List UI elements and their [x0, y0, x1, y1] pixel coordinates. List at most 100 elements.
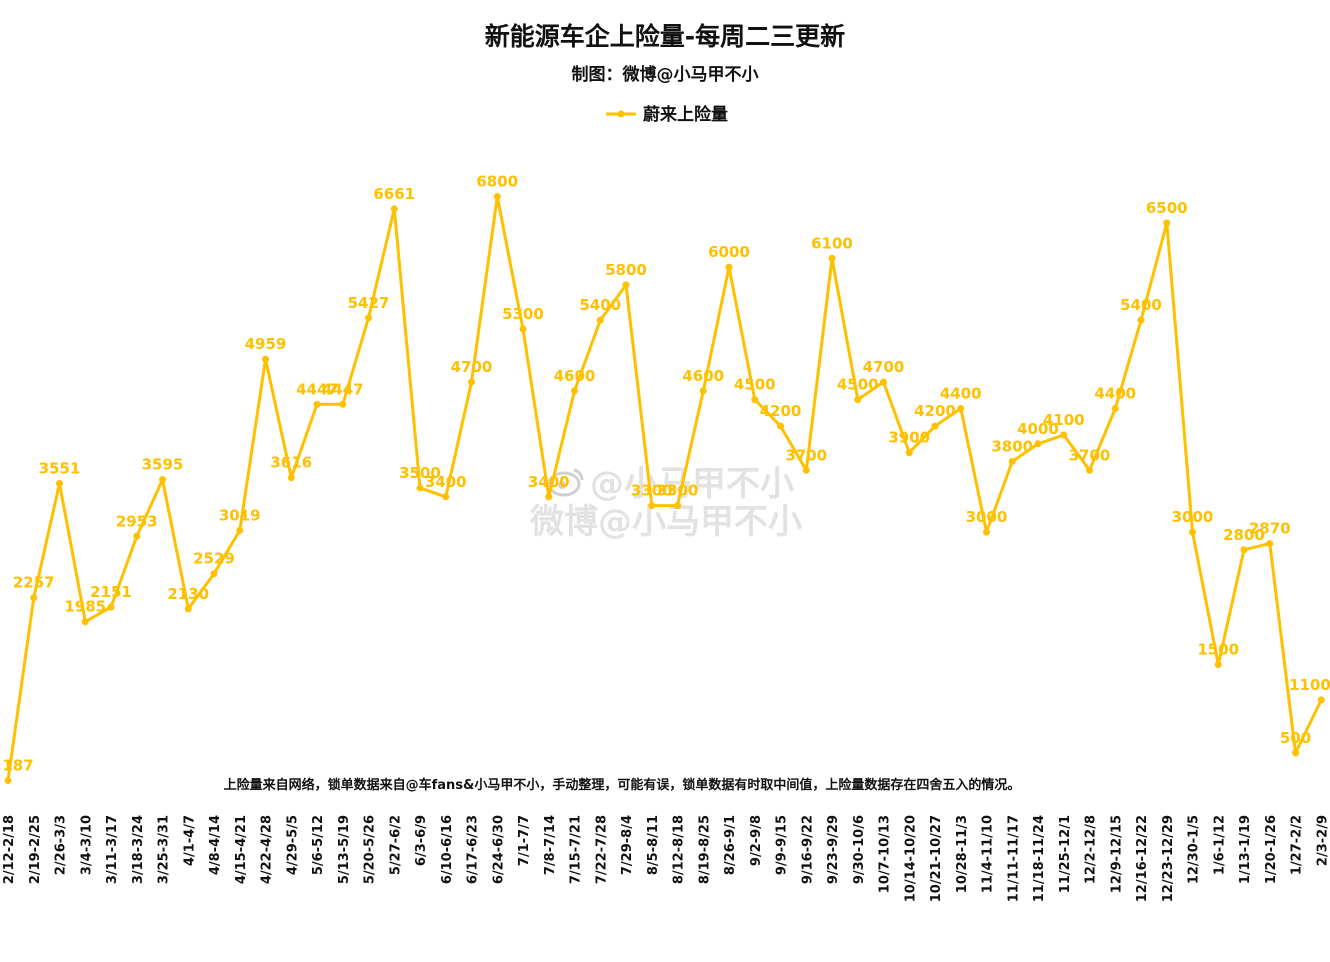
x-tick-label: 4/22-4/28 [260, 815, 275, 884]
x-tick-label: 8/19-8/25 [697, 815, 712, 884]
data-point [4, 776, 12, 784]
data-label: 6661 [373, 185, 415, 203]
x-tick-label: 11/11-11/17 [1006, 815, 1021, 902]
data-label: 4600 [554, 367, 596, 385]
data-point [1240, 546, 1248, 554]
data-label: 3700 [785, 446, 827, 464]
data-point [159, 476, 166, 484]
data-label: 4447 [322, 380, 364, 398]
data-point [30, 594, 38, 602]
data-label: 4000 [1017, 420, 1059, 438]
data-label: 3800 [991, 437, 1033, 455]
data-point [1086, 466, 1093, 474]
x-tick-label: 8/5-8/11 [646, 815, 661, 875]
data-point [1266, 540, 1274, 548]
data-point [339, 400, 347, 408]
data-point [1034, 440, 1042, 448]
watermark-text-weibo: 微博@小马甲不小 [529, 502, 802, 542]
data-label: 5427 [348, 294, 390, 312]
data-point [107, 603, 115, 611]
weibo-icon [547, 468, 584, 497]
data-label: 5300 [502, 305, 544, 323]
data-point [983, 528, 990, 536]
data-label: 4500 [734, 376, 776, 394]
x-tick-label: 2/26-3/3 [54, 815, 69, 875]
data-label: 2257 [13, 574, 55, 592]
x-tick-label: 10/28-11/3 [955, 815, 970, 893]
data-point [1060, 431, 1068, 439]
data-label: 2151 [90, 583, 132, 601]
data-label: 4400 [1094, 384, 1136, 402]
legend: 蔚来上险量 [606, 104, 728, 125]
x-tick-label: 5/6-5/12 [311, 815, 326, 875]
x-tick-label: 12/23-12/29 [1161, 815, 1176, 902]
data-point [493, 193, 501, 201]
data-label: 5400 [579, 296, 621, 314]
data-label: 2800 [1223, 526, 1265, 544]
data-label: 3700 [1069, 446, 1111, 464]
data-point [571, 387, 578, 395]
data-point [390, 205, 398, 213]
x-tick-label: 8/12-8/18 [672, 815, 687, 884]
data-label: 2130 [167, 585, 209, 603]
x-tick-label: 1/13-1/19 [1238, 815, 1253, 884]
x-tick-label: 12/2-12/8 [1084, 815, 1099, 884]
data-label: 4600 [682, 367, 724, 385]
x-tick-label: 2/19-2/25 [28, 815, 43, 884]
data-point [725, 263, 733, 271]
data-label: 3000 [1172, 508, 1214, 526]
x-tick-label: 1/20-1/26 [1264, 815, 1279, 884]
x-tick-label: 9/9-9/15 [775, 815, 790, 875]
x-tick-label: 3/18-3/24 [131, 815, 146, 884]
data-point [880, 378, 887, 386]
data-label: 3019 [219, 506, 261, 524]
x-tick-label: 9/16-9/22 [800, 815, 815, 884]
data-label: 3500 [399, 464, 441, 482]
x-tick-label: 6/3-6/9 [414, 815, 429, 866]
x-tick-label: 5/20-5/26 [363, 815, 378, 884]
data-point [133, 532, 141, 540]
x-tick-label: 9/23-9/29 [826, 815, 841, 884]
watermark-text: @小马甲不小 [590, 464, 794, 504]
data-label: 6100 [811, 234, 853, 252]
data-label: 3551 [39, 459, 81, 477]
x-tick-label: 2/3-2/9 [1315, 815, 1330, 866]
x-tick-label: 10/14-10/20 [903, 815, 918, 902]
data-label: 4100 [1043, 411, 1085, 429]
data-point [1163, 219, 1171, 227]
watermark: @小马甲不小 微博@小马甲不小 [529, 464, 802, 542]
x-tick-label: 3/25-3/31 [157, 815, 172, 884]
data-point [1214, 661, 1222, 669]
data-point [236, 526, 244, 534]
data-point [1189, 528, 1196, 536]
x-tick-label: 4/29-5/5 [285, 815, 300, 875]
data-point [210, 570, 218, 578]
data-label: 1100 [1289, 676, 1330, 694]
data-label: 1500 [1197, 641, 1239, 659]
x-tick-label: 3/11-3/17 [105, 815, 120, 884]
data-point [416, 484, 424, 492]
x-tick-label: 7/29-8/4 [620, 815, 635, 875]
data-point [1008, 457, 1016, 465]
data-label: 6500 [1146, 199, 1188, 217]
x-tick-label: 9/2-9/8 [749, 815, 764, 866]
data-label: 3400 [425, 473, 467, 491]
chart-title: 新能源车企上险量-每周二三更新 [485, 22, 845, 51]
x-tick-label: 6/10-6/16 [440, 815, 455, 884]
data-label: 4700 [863, 358, 905, 376]
data-label: 3616 [270, 454, 312, 472]
x-tick-label: 9/30-10/6 [852, 815, 867, 884]
legend-label: 蔚来上险量 [643, 104, 728, 125]
data-label: 4959 [245, 335, 287, 353]
data-label: 1985 [64, 598, 106, 616]
x-tick-label: 11/25-12/1 [1058, 815, 1073, 893]
x-tick-label: 5/13-5/19 [337, 815, 352, 884]
data-point [262, 355, 269, 363]
legend-dot-marker [617, 110, 625, 118]
x-tick-label: 10/7-10/13 [878, 815, 893, 893]
data-point [596, 316, 604, 324]
data-point [287, 474, 295, 482]
x-tick-label: 10/21-10/27 [929, 815, 944, 902]
data-label: 3300 [657, 482, 699, 500]
data-point [1137, 316, 1145, 324]
